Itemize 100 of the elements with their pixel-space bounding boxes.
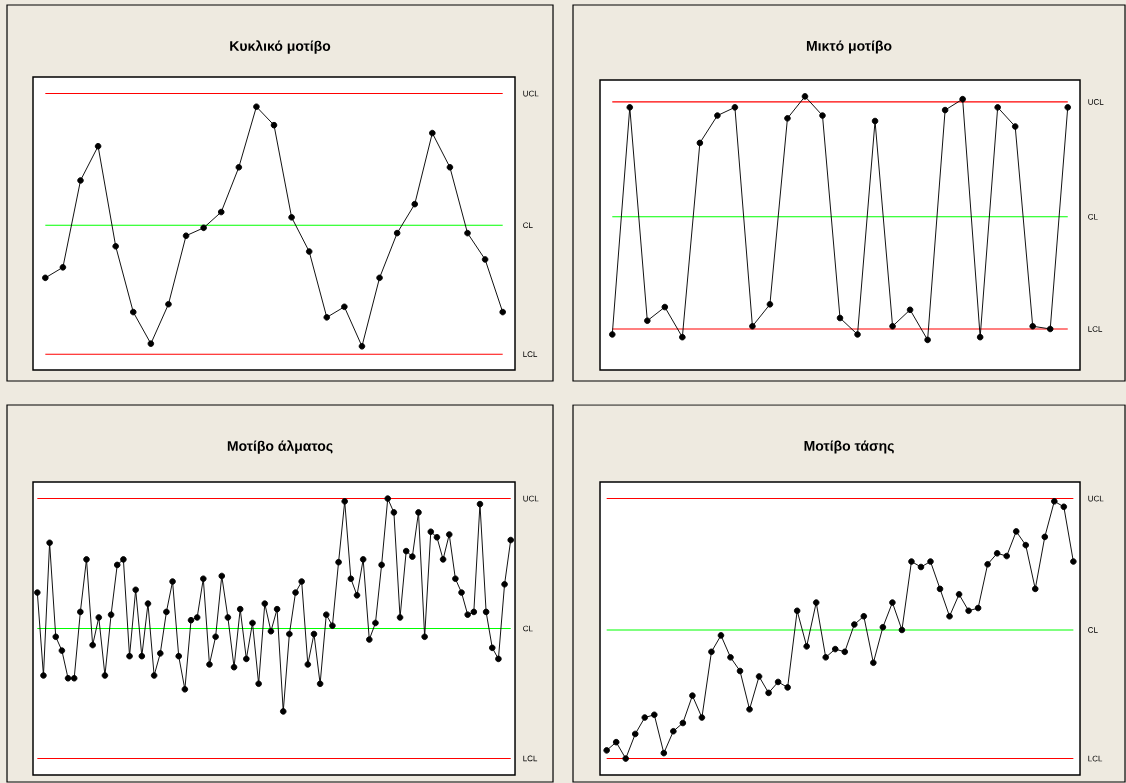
point <box>879 623 887 631</box>
point <box>803 643 810 650</box>
point <box>860 612 868 620</box>
point <box>917 563 925 571</box>
point <box>288 214 295 221</box>
point <box>631 730 639 738</box>
point <box>965 607 972 615</box>
point <box>147 340 155 347</box>
point <box>766 301 774 308</box>
point <box>784 684 791 691</box>
point <box>612 738 620 746</box>
point <box>1011 123 1019 130</box>
ref-line-label: CL <box>1088 627 1098 633</box>
point <box>661 303 669 311</box>
point <box>112 243 119 250</box>
point <box>854 331 861 338</box>
point <box>755 673 763 680</box>
point <box>941 106 949 114</box>
point <box>130 308 137 316</box>
point <box>871 117 879 125</box>
point <box>946 612 953 620</box>
chart-title: Μοτίβο άλματος <box>227 440 333 454</box>
point <box>660 749 668 757</box>
point <box>481 256 489 263</box>
point <box>793 607 801 615</box>
ref-line-label: LCL <box>1088 326 1103 332</box>
point <box>1060 503 1068 511</box>
point <box>1064 104 1072 111</box>
point <box>670 727 677 735</box>
point <box>765 689 772 697</box>
point <box>679 333 686 341</box>
point <box>94 142 102 150</box>
point <box>253 103 260 111</box>
point <box>908 558 915 565</box>
point <box>393 229 401 237</box>
point <box>898 626 906 634</box>
point <box>906 306 914 314</box>
point <box>746 706 753 713</box>
point <box>955 591 963 598</box>
point <box>984 560 991 568</box>
point <box>974 604 982 612</box>
point <box>831 645 839 653</box>
ref-line-label: CL <box>1088 213 1098 220</box>
point <box>698 714 706 721</box>
point <box>376 274 383 282</box>
ref-line-label: UCL <box>523 495 539 502</box>
point <box>889 322 896 330</box>
point <box>736 667 744 675</box>
ref-line-label: UCL <box>523 90 539 97</box>
point <box>358 343 366 350</box>
point <box>927 558 934 565</box>
point <box>679 719 687 727</box>
point <box>235 164 243 171</box>
point <box>924 336 931 344</box>
point <box>696 139 704 147</box>
point <box>717 632 725 639</box>
point <box>341 303 348 311</box>
point <box>994 104 1001 111</box>
point <box>217 208 225 216</box>
ref-line-label: CL <box>523 625 533 632</box>
point <box>446 164 454 171</box>
point <box>499 308 506 316</box>
point <box>836 314 844 322</box>
chart-title: Μοτίβο τάσης <box>804 440 894 454</box>
point <box>689 692 696 699</box>
point <box>200 224 207 232</box>
ref-line-label: UCL <box>1088 99 1104 105</box>
point <box>1031 585 1039 593</box>
point <box>993 550 1001 557</box>
point <box>749 322 756 330</box>
point <box>323 314 331 321</box>
point <box>411 200 419 208</box>
ref-line-label: LCL <box>523 755 538 762</box>
point <box>784 115 791 122</box>
point <box>1029 322 1036 330</box>
point <box>305 248 313 255</box>
point <box>429 129 436 137</box>
point <box>870 659 877 667</box>
point <box>731 104 739 111</box>
point <box>822 654 829 661</box>
point <box>851 621 858 628</box>
point <box>889 599 896 606</box>
point <box>165 300 172 308</box>
point <box>1070 558 1077 565</box>
point <box>644 317 651 325</box>
ref-line-label: UCL <box>1088 495 1104 502</box>
point <box>651 711 658 719</box>
point <box>464 229 471 237</box>
point <box>708 648 715 656</box>
point <box>976 333 984 341</box>
ref-line-label: LCL <box>1088 755 1103 762</box>
point <box>801 93 809 100</box>
point <box>812 599 820 606</box>
point <box>1041 533 1049 541</box>
point <box>819 112 826 119</box>
point <box>626 104 634 111</box>
chart-title: Κυκλικό μοτίβο <box>230 40 331 54</box>
ref-line-label: LCL <box>523 351 538 358</box>
point <box>1012 528 1020 535</box>
point <box>270 121 278 129</box>
